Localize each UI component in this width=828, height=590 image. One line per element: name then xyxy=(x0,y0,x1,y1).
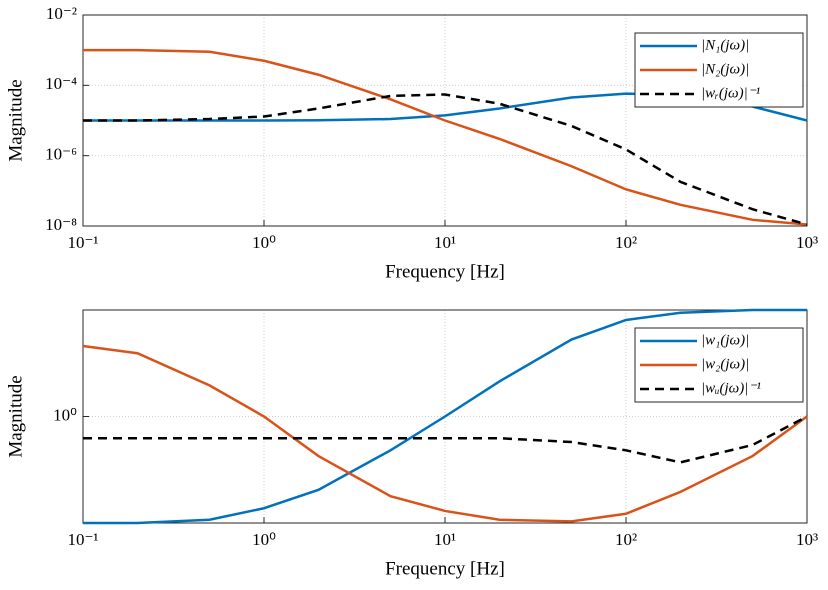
legend-label: |wᵣ(jω)|⁻¹ xyxy=(701,85,761,101)
x-tick-label: 10⁰ xyxy=(252,233,276,252)
y-tick-label: 10⁻⁶ xyxy=(45,145,77,164)
y-axis-label: Magnitude xyxy=(5,375,26,457)
data-line xyxy=(83,308,807,525)
y-tick-label: 10⁻⁴ xyxy=(45,74,77,93)
x-tick-label: 10² xyxy=(615,530,637,549)
x-tick-label: 10⁻¹ xyxy=(67,233,98,252)
y-tick-label: 10⁻⁸ xyxy=(45,215,77,234)
x-axis-label: Frequency [Hz] xyxy=(385,558,505,579)
x-axis-label: Frequency [Hz] xyxy=(385,261,505,282)
y-tick-label: 10⁰ xyxy=(53,405,77,424)
legend-label: |w₁(jω)| xyxy=(701,332,749,348)
x-tick-label: 10¹ xyxy=(434,530,456,549)
data-line xyxy=(82,344,808,523)
data-line xyxy=(83,93,808,226)
y-axis-label: Magnitude xyxy=(5,79,26,161)
x-tick-label: 10¹ xyxy=(434,233,456,252)
x-tick-label: 10⁻¹ xyxy=(67,530,98,549)
x-tick-label: 10² xyxy=(615,233,637,252)
x-tick-label: 10⁰ xyxy=(252,530,276,549)
data-line xyxy=(83,48,808,226)
legend-label: |N₂(jω)| xyxy=(701,61,749,77)
legend-label: |w₂(jω)| xyxy=(701,356,749,372)
x-tick-label: 10³ xyxy=(796,530,818,549)
x-tick-label: 10³ xyxy=(796,233,818,252)
legend-label: |wᵤ(jω)|⁻¹ xyxy=(701,380,761,396)
y-tick-label: 10⁻² xyxy=(46,4,77,23)
legend-label: |N₁(jω)| xyxy=(701,37,749,53)
data-line xyxy=(83,415,808,464)
